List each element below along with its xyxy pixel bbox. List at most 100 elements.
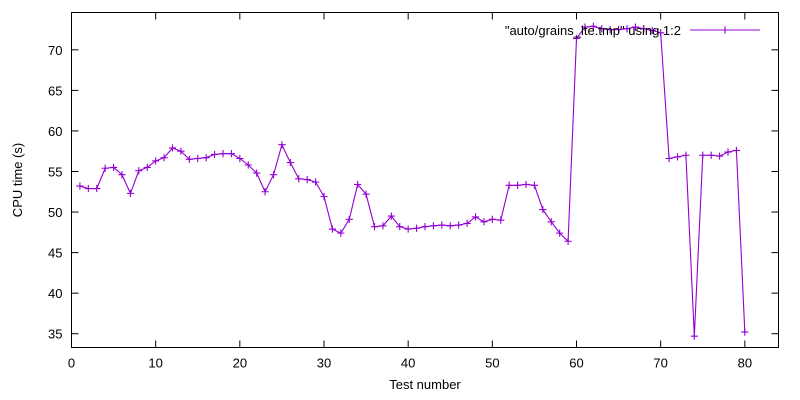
legend-entry-label: "auto/grains_lte.tmp" using 1:2 (505, 23, 681, 38)
data-point-marker (513, 181, 522, 189)
data-point-marker (152, 157, 160, 165)
data-point-marker (219, 150, 227, 158)
data-point-marker (93, 184, 101, 193)
data-point-marker (724, 148, 732, 156)
x-axis-title: Test number (389, 377, 461, 392)
data-point-marker (278, 141, 286, 149)
data-point-marker (732, 146, 741, 154)
y-tick-label: 70 (48, 43, 62, 58)
data-point-marker (505, 181, 513, 189)
axis-ticks (71, 12, 779, 348)
data-point-marker (202, 154, 210, 162)
data-point-marker (311, 178, 320, 186)
data-point-marker (429, 222, 438, 230)
data-point-marker (194, 154, 202, 163)
data-point-marker (673, 153, 682, 161)
data-point-marker (421, 223, 429, 231)
data-point-marker (648, 26, 656, 34)
x-tick-label: 30 (317, 356, 331, 371)
data-point-marker (286, 158, 294, 167)
data-point-marker (244, 161, 252, 169)
data-point-marker (488, 215, 496, 223)
y-axis-tick-labels: 35 40 45 50 55 60 65 70 (48, 43, 62, 342)
data-point-marker (623, 25, 631, 33)
data-point-marker (446, 222, 454, 230)
y-tick-label: 60 (48, 124, 62, 139)
data-point-marker (160, 154, 168, 162)
data-point-marker (345, 215, 353, 223)
y-tick-label: 55 (48, 164, 62, 179)
x-tick-label: 50 (485, 356, 499, 371)
data-point-marker (168, 144, 177, 152)
data-point-marker (101, 164, 109, 172)
data-point-marker (657, 29, 665, 37)
x-axis-tick-labels: 0 10 20 30 40 50 60 70 80 (68, 356, 752, 371)
data-point-marker (396, 223, 404, 231)
data-point-marker (480, 218, 488, 226)
data-point-marker (690, 332, 698, 340)
data-point-marker (547, 218, 555, 226)
data-point-marker (253, 169, 261, 177)
data-point-marker (539, 206, 547, 214)
data-point-marker (269, 171, 278, 179)
plot-frame (71, 12, 779, 348)
data-point-marker (707, 151, 715, 159)
data-point-marker (404, 225, 412, 233)
x-tick-label: 40 (401, 356, 415, 371)
data-point-marker (362, 190, 370, 198)
data-point-marker (337, 229, 345, 237)
x-tick-label: 70 (653, 356, 667, 371)
data-point-marker (631, 23, 640, 31)
data-point-marker (564, 237, 572, 245)
data-point-marker (387, 212, 395, 220)
data-point-marker (741, 328, 749, 336)
data-point-marker (589, 22, 597, 30)
data-point-marker (581, 23, 589, 31)
chart-legend: "auto/grains_lte.tmp" using 1:2 (505, 23, 760, 38)
data-point-marker (412, 224, 421, 232)
data-series (76, 22, 749, 340)
x-tick-label: 0 (68, 356, 75, 371)
data-point-marker (143, 163, 151, 172)
data-point-marker (471, 213, 480, 221)
x-tick-label: 10 (148, 356, 162, 371)
data-point-marker (682, 151, 690, 159)
x-tick-label: 60 (569, 356, 583, 371)
data-point-marker (210, 150, 219, 159)
y-tick-label: 65 (48, 83, 62, 98)
data-point-marker (118, 171, 126, 179)
data-point-marker (715, 152, 724, 160)
data-point-marker (185, 155, 193, 163)
data-point-marker (438, 221, 446, 229)
data-point-marker (640, 25, 648, 33)
data-point-marker (530, 181, 539, 189)
data-point-marker (497, 216, 505, 224)
x-tick-label: 20 (233, 356, 247, 371)
series-polyline (79, 25, 746, 337)
data-point-marker (135, 167, 143, 175)
data-point-marker (261, 188, 269, 196)
data-point-marker (328, 225, 337, 233)
data-point-marker (606, 25, 614, 34)
data-point-marker (598, 25, 606, 33)
data-point-marker (556, 229, 564, 237)
data-point-marker (370, 223, 379, 231)
data-point-marker (227, 150, 236, 158)
data-point-marker (354, 180, 362, 189)
data-point-marker (379, 222, 387, 230)
data-point-marker (109, 163, 118, 172)
data-point-marker (699, 151, 707, 159)
data-point-marker (455, 221, 463, 229)
data-point-marker (295, 175, 303, 183)
data-point-marker (665, 154, 673, 163)
y-tick-label: 35 (48, 327, 62, 342)
y-tick-label: 50 (48, 205, 62, 220)
data-point-marker (320, 193, 328, 201)
data-point-marker (76, 182, 84, 190)
data-point-marker (614, 25, 623, 34)
x-tick-label: 80 (738, 356, 752, 371)
data-series-group (76, 22, 749, 340)
y-axis-title: CPU time (s) (10, 143, 25, 217)
data-point-marker (522, 180, 530, 189)
